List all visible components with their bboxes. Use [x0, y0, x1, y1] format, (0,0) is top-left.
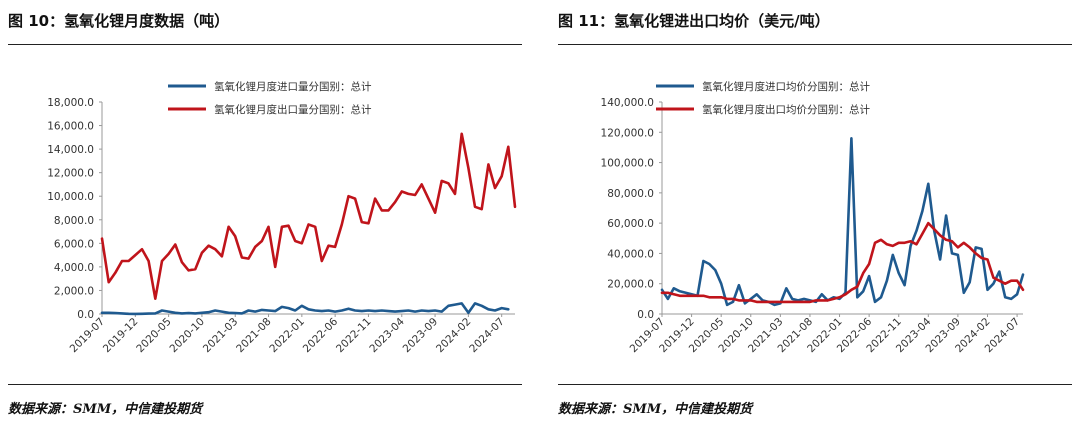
y-tick-label: 6,000.0 — [54, 238, 94, 250]
legend-label: 氢氧化锂月度出口量分国别：总计 — [214, 103, 372, 116]
x-tick-label: 2024-07 — [467, 316, 507, 356]
chart-title: 图 10：氢氧化锂月度数据（吨） — [8, 12, 230, 30]
y-tick-label: 0.0 — [637, 309, 654, 321]
x-tick-label: 2019-07 — [68, 316, 108, 356]
y-tick-label: 14,000.0 — [47, 144, 94, 156]
y-tick-label: 60,000.0 — [607, 218, 654, 230]
series-line-2 — [660, 221, 1025, 304]
y-tick-label: 12,000.0 — [47, 168, 94, 180]
y-tick-label: 120,000.0 — [601, 127, 654, 139]
x-tick-label: 2023-09 — [401, 316, 441, 356]
y-tick-label: 20,000.0 — [607, 279, 654, 291]
line-chart-volume: 18,000.0 16,000.0 14,000.0 12,000.0 10,000.0… — [47, 80, 517, 356]
line-chart-price: 140,000.0 120,000.0 100,000.0 80,000.0 60,00… — [601, 80, 1025, 355]
y-tick-label: 140,000.0 — [601, 97, 654, 109]
source-note: 数据来源：SMM，中信建投期货 — [8, 402, 203, 417]
x-tick-label: 2024-02 — [434, 316, 474, 356]
y-tick-label: 100,000.0 — [601, 158, 654, 170]
x-tick-label: 2021-03 — [201, 316, 241, 356]
series-line-2 — [100, 132, 517, 300]
x-tick-label: 2022-06 — [301, 315, 341, 355]
legend-label: 氢氧化锂月度进口均价分国别：总计 — [702, 80, 870, 93]
y-tick-label: 4,000.0 — [54, 262, 94, 274]
series-line-1 — [100, 302, 510, 316]
source-rule — [558, 384, 1072, 385]
title-rule — [558, 44, 1072, 45]
y-tick-label: 0.0 — [77, 309, 94, 321]
series-line-1 — [660, 137, 1025, 307]
y-tick-label: 80,000.0 — [607, 188, 654, 200]
y-tick-label: 8,000.0 — [54, 215, 94, 227]
y-tick-label: 40,000.0 — [607, 248, 654, 260]
y-tick-label: 16,000.0 — [47, 121, 94, 133]
x-tick-label: 2022-01 — [267, 316, 307, 356]
x-tick-label: 2020-05 — [134, 316, 174, 356]
chart-panel-right: 图 11：氢氧化锂进出口均价（美元/吨） 140,000.0 120,000.0 1… — [550, 0, 1080, 435]
source-note: 数据来源：SMM，中信建投期货 — [558, 402, 753, 417]
x-tick-label: 2023-04 — [367, 315, 407, 355]
x-tick-label: 2020-10 — [168, 316, 208, 356]
y-tick-label: 2,000.0 — [54, 285, 94, 297]
chart-title: 图 11：氢氧化锂进出口均价（美元/吨） — [558, 12, 830, 30]
y-tick-label: 10,000.0 — [47, 191, 94, 203]
x-tick-label: 2021-08 — [234, 316, 274, 356]
source-rule — [8, 384, 522, 385]
title-rule — [8, 44, 522, 45]
chart-panel-left: 图 10：氢氧化锂月度数据（吨） 18,000.0 16,000.0 14,000.… — [0, 0, 530, 435]
legend-label: 氢氧化锂月度进口量分国别：总计 — [214, 80, 372, 93]
y-tick-label: 18,000.0 — [47, 97, 94, 109]
x-tick-label: 2019-12 — [101, 316, 141, 356]
legend-label: 氢氧化锂月度出口均价分国别：总计 — [702, 103, 870, 116]
x-tick-label: 2022-11 — [334, 316, 374, 356]
